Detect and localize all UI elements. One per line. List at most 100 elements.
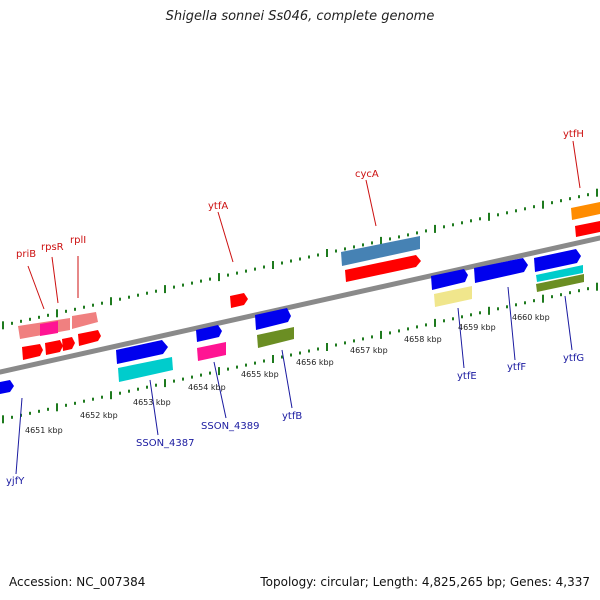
gene-label-rplI[interactable]: rplI <box>70 235 86 246</box>
minor-tick <box>515 303 517 307</box>
minor-tick <box>263 265 265 269</box>
feature-magenta-1[interactable] <box>40 321 58 336</box>
kbp-label: 4658 kbp <box>404 335 442 344</box>
feature-magenta-4389[interactable] <box>197 342 226 361</box>
kbp-label: 4651 kbp <box>25 426 63 435</box>
minor-tick <box>533 205 535 209</box>
minor-tick <box>308 349 310 353</box>
minor-tick <box>29 317 31 321</box>
kbp-label: 4660 kbp <box>512 313 550 322</box>
feature-olive-ytfB[interactable] <box>257 327 294 348</box>
minor-tick <box>344 247 346 251</box>
minor-tick <box>470 219 472 223</box>
minor-tick <box>137 387 139 391</box>
minor-tick <box>173 285 175 289</box>
minor-tick <box>560 199 562 203</box>
minor-tick <box>29 411 31 415</box>
minor-tick <box>389 331 391 335</box>
bottom-features <box>0 249 584 394</box>
major-tick <box>326 249 328 257</box>
feature-cyan-4387[interactable] <box>118 357 173 382</box>
gene-label-rpsR[interactable]: rpsR <box>41 242 64 253</box>
feature-orange-ytfH[interactable] <box>571 202 600 220</box>
minor-tick <box>236 271 238 275</box>
bottom-tick-track <box>2 282 598 424</box>
feature-blue-yjfY[interactable] <box>0 380 14 394</box>
feature-red-priB[interactable] <box>22 344 43 360</box>
feature-red-ytfH[interactable] <box>575 221 600 237</box>
minor-tick <box>362 243 364 247</box>
minor-tick <box>407 327 409 331</box>
minor-tick <box>92 397 94 401</box>
major-tick <box>218 273 220 282</box>
feature-blue-ytfF[interactable] <box>474 258 528 283</box>
minor-tick <box>137 293 139 297</box>
minor-tick <box>398 235 400 239</box>
feature-blue-4387[interactable] <box>116 340 168 364</box>
minor-tick <box>317 253 319 257</box>
minor-tick <box>74 307 76 311</box>
genome-backbone <box>0 235 600 375</box>
feature-pink-2[interactable] <box>72 312 98 329</box>
minor-tick <box>83 399 85 403</box>
minor-tick <box>74 401 76 405</box>
gene-label-ytfB[interactable]: ytfB <box>282 411 302 422</box>
gene-label-SSON_4389[interactable]: SSON_4389 <box>201 421 260 432</box>
major-tick <box>542 200 544 209</box>
gene-label-priB[interactable]: priB <box>16 249 36 260</box>
minor-tick <box>452 317 454 321</box>
minor-tick <box>245 363 247 367</box>
gene-label-SSON_4387[interactable]: SSON_4387 <box>136 438 195 449</box>
feature-red-ytfA[interactable] <box>230 293 248 308</box>
major-tick <box>434 224 436 233</box>
gene-label-yjfY[interactable]: yjfY <box>6 476 25 487</box>
feature-red-rplI[interactable] <box>78 330 101 346</box>
bottom-leader-lines <box>15 286 573 475</box>
gene-label-ytfA[interactable]: ytfA <box>208 201 228 212</box>
feature-khaki-ytfE[interactable] <box>434 286 472 307</box>
minor-tick <box>416 325 418 329</box>
feature-blue-ytfE[interactable] <box>431 269 468 290</box>
feature-red-rpsR[interactable] <box>45 340 63 355</box>
minor-tick <box>587 193 589 197</box>
minor-tick <box>497 213 499 217</box>
minor-tick <box>335 343 337 347</box>
minor-tick <box>119 391 121 395</box>
minor-tick <box>551 201 553 205</box>
feature-blue-ytfB[interactable] <box>255 308 291 330</box>
feature-cyan-ytfG[interactable] <box>536 265 583 282</box>
major-tick <box>542 294 544 303</box>
minor-tick <box>362 337 364 341</box>
feature-blue-ytfG[interactable] <box>534 249 581 272</box>
gene-label-ytfF[interactable]: ytfF <box>507 362 526 373</box>
minor-tick <box>524 207 526 211</box>
minor-tick <box>227 367 229 371</box>
minor-tick <box>83 305 85 309</box>
gene-label-cycA[interactable]: cycA <box>355 169 379 180</box>
minor-tick <box>128 295 130 299</box>
major-tick <box>596 188 598 197</box>
gene-label-ytfH[interactable]: ytfH <box>563 129 584 140</box>
gene-label-ytfE[interactable]: ytfE <box>457 371 477 382</box>
minor-tick <box>443 319 445 323</box>
major-tick <box>56 309 58 318</box>
minor-tick <box>290 259 292 263</box>
minor-tick <box>11 321 13 325</box>
minor-tick <box>353 245 355 249</box>
minor-tick <box>551 295 553 299</box>
minor-tick <box>263 359 265 363</box>
feature-blue-4389[interactable] <box>196 325 222 342</box>
minor-tick <box>443 225 445 229</box>
feature-steelblue-cycA[interactable] <box>341 236 420 266</box>
gene-label-ytfG[interactable]: ytfG <box>563 353 584 364</box>
minor-tick <box>299 351 301 355</box>
kbp-label: 4659 kbp <box>458 323 496 332</box>
feature-red-small[interactable] <box>62 337 75 351</box>
feature-red-cycA[interactable] <box>345 255 421 282</box>
minor-tick <box>254 361 256 365</box>
minor-tick <box>416 231 418 235</box>
minor-tick <box>371 335 373 339</box>
major-tick <box>434 318 436 327</box>
feature-olive-ytfG[interactable] <box>536 274 584 292</box>
